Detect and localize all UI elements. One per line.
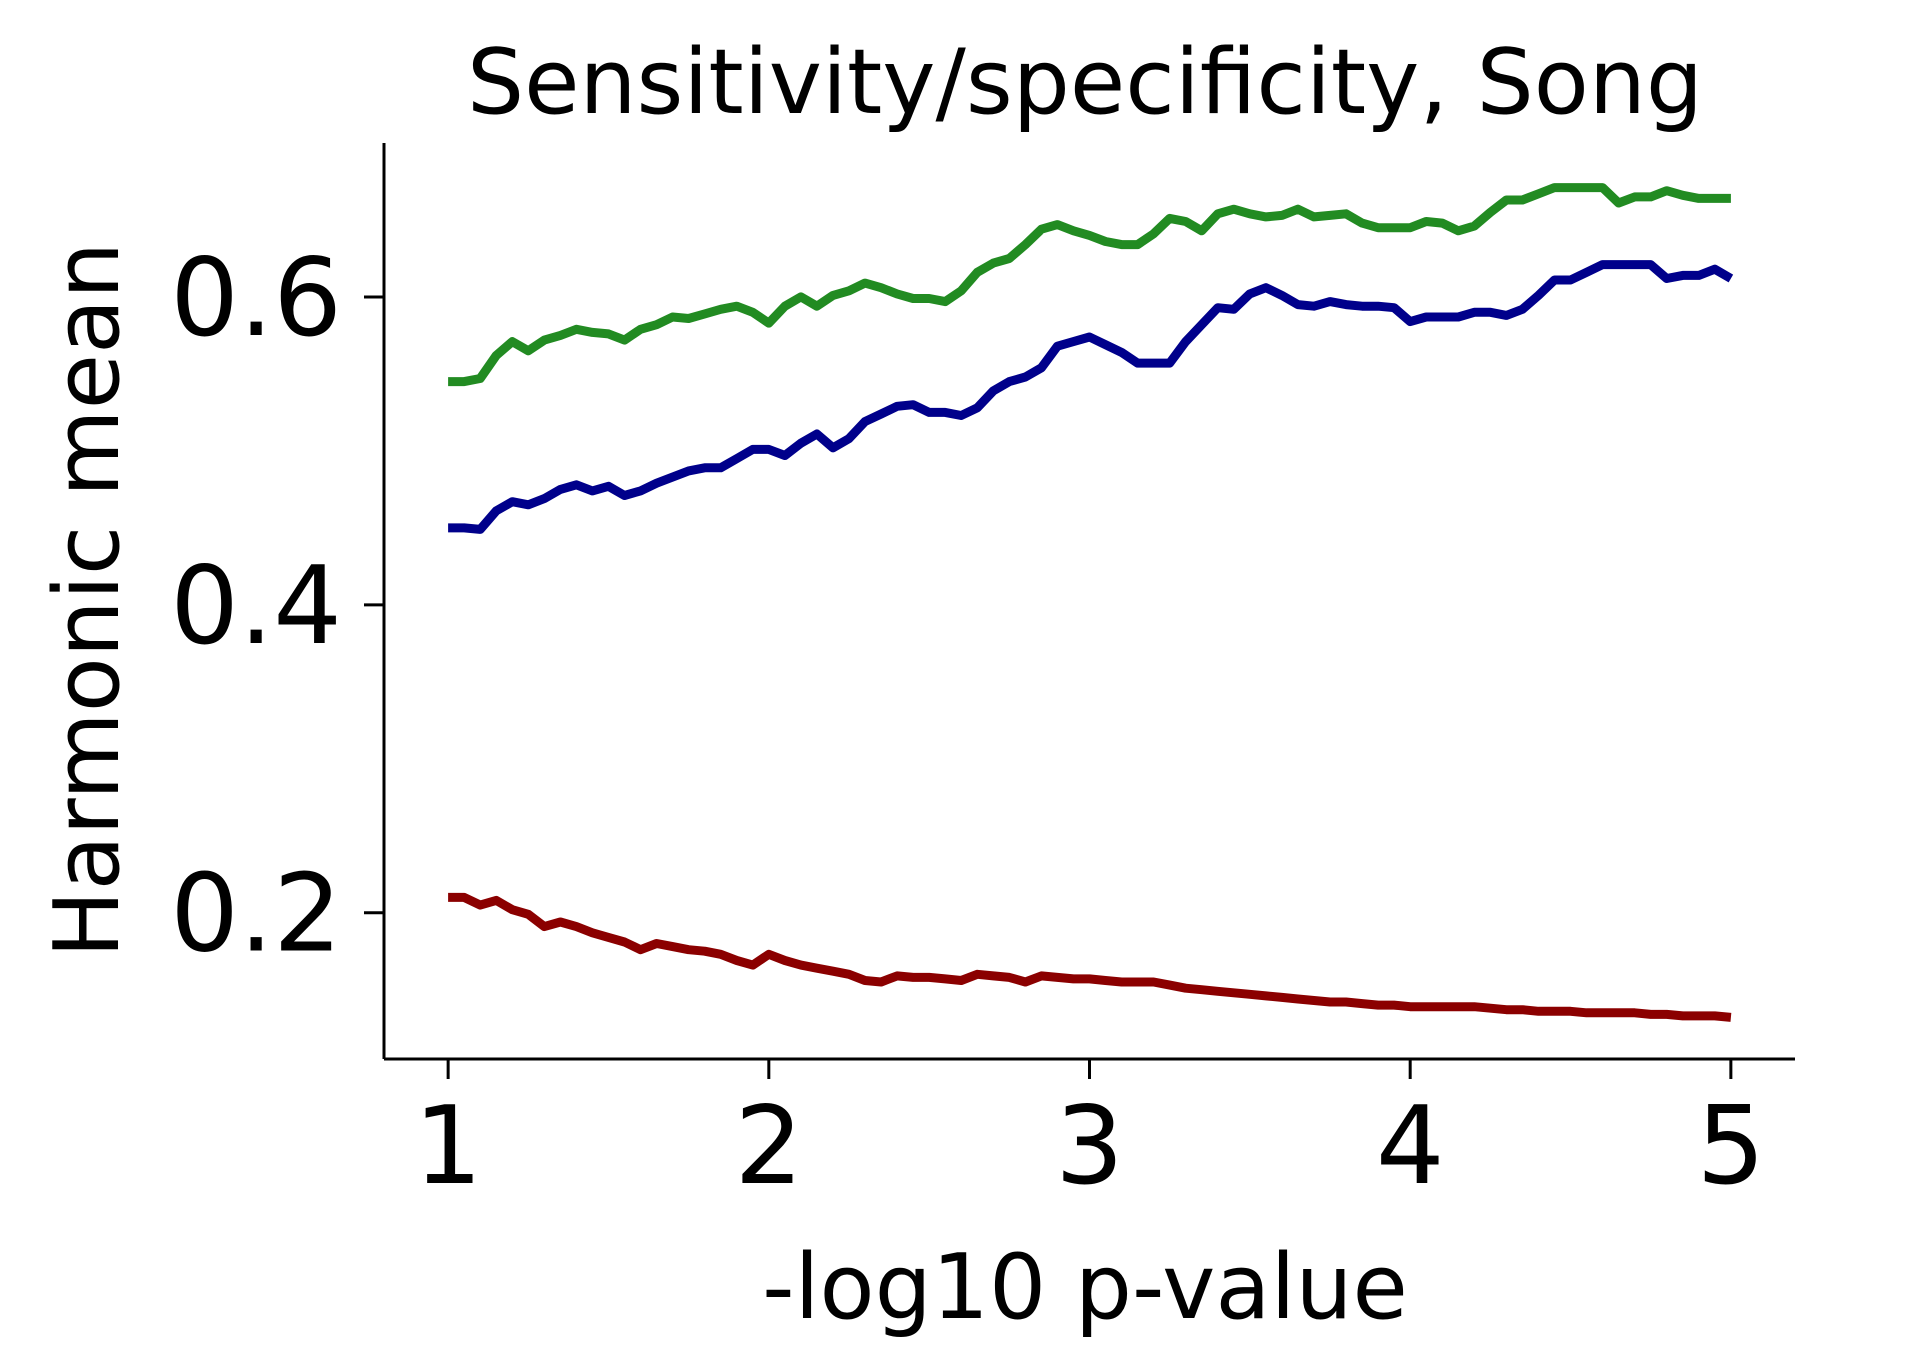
chart-title: Sensitivity/specificity, Song: [467, 30, 1703, 135]
series-line-3: [448, 892, 1732, 1022]
x-tick-label: 2: [734, 1084, 803, 1209]
x-axis-label: -log10 p-value: [762, 1235, 1408, 1340]
y-tick-label: 0.4: [170, 544, 342, 669]
y-tick-label: 0.2: [170, 852, 342, 977]
x-tick-label: 5: [1697, 1084, 1766, 1209]
x-tick-label: 3: [1055, 1084, 1124, 1209]
x-tick-label: 4: [1376, 1084, 1445, 1209]
x-tick-label: 1: [414, 1084, 483, 1209]
series-line-1: [448, 183, 1731, 387]
y-tick-label: 0.6: [170, 236, 342, 361]
series-line-2: [448, 260, 1734, 534]
ticks-layer: 1 2 3 4 5 0.2 0.4 0.6: [170, 236, 1765, 1209]
series-layer: [448, 183, 1734, 1022]
y-axis-label: Harmonic mean: [35, 242, 140, 958]
